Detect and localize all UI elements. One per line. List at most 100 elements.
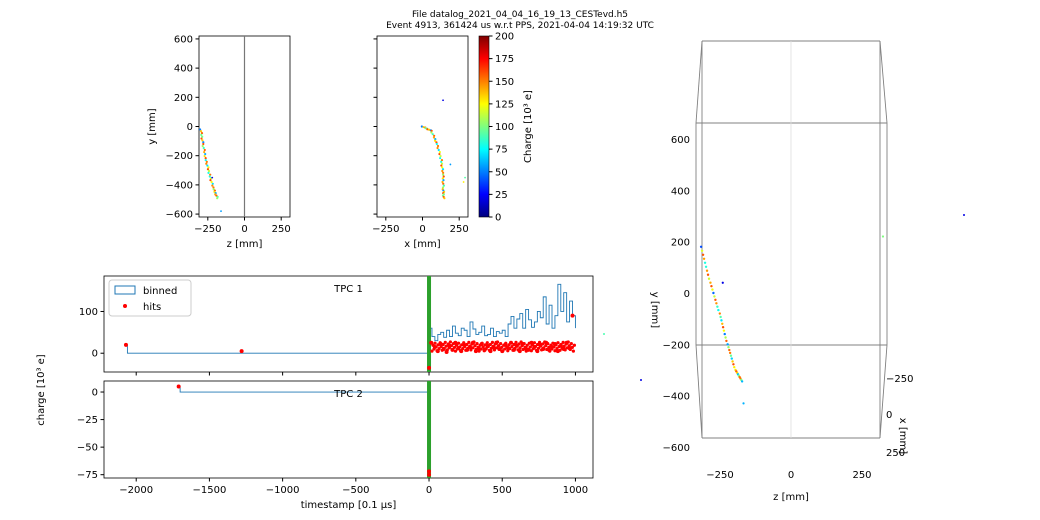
hit-marker — [455, 347, 460, 351]
hit-point — [449, 163, 452, 166]
hit-marker — [432, 347, 436, 351]
hit-marker — [549, 343, 553, 347]
hit-point — [433, 134, 436, 137]
hit-marker — [555, 347, 559, 351]
hit-marker — [566, 340, 570, 344]
hit-point — [721, 281, 724, 284]
hit-marker — [552, 345, 556, 349]
x-tick-label: −2000 — [119, 485, 153, 496]
hit-point — [441, 180, 444, 184]
colorbar-tick-label: 75 — [495, 145, 508, 156]
hit-point — [203, 148, 206, 152]
y-tick-label: 100 — [79, 307, 98, 318]
hit-point — [712, 291, 715, 295]
hit-point — [209, 179, 212, 182]
hit-point — [710, 284, 713, 288]
hit-marker — [497, 347, 502, 352]
hit-marker — [442, 346, 446, 350]
legend-label-hits: hits — [143, 302, 161, 313]
hit-marker — [454, 343, 459, 347]
hit-point — [435, 141, 438, 144]
hit-marker — [469, 348, 473, 352]
hit-point — [205, 160, 208, 163]
hit-marker — [478, 343, 482, 347]
hit-marker — [487, 348, 491, 352]
hit-point — [209, 173, 212, 176]
hit-marker — [438, 341, 442, 345]
hit-point — [716, 305, 719, 308]
hit-marker — [482, 349, 486, 353]
hit-marker — [557, 344, 561, 349]
colorbar-tick-label: 150 — [495, 77, 514, 88]
hit-marker — [572, 343, 577, 347]
x-tick-label: −250 — [194, 224, 221, 235]
x-tick-label: −250 — [372, 224, 399, 235]
hit-marker — [473, 344, 477, 348]
hit-point — [711, 288, 714, 291]
binned-series — [124, 283, 576, 354]
hit-point — [436, 146, 439, 150]
hit-point — [434, 137, 437, 141]
hit-marker — [494, 346, 499, 350]
hit-point — [733, 365, 736, 369]
y-tick-label: 200 — [671, 238, 690, 249]
hit-point — [212, 186, 215, 189]
z-tick-label: 0 — [886, 410, 892, 421]
x-tick-label: −1500 — [192, 485, 226, 496]
hit-marker — [239, 349, 244, 354]
hit-marker — [543, 340, 547, 344]
x-tick-label: 0 — [241, 224, 247, 235]
hit-marker — [534, 348, 539, 352]
hit-marker — [461, 347, 465, 351]
hit-marker — [466, 346, 470, 350]
hit-marker — [476, 345, 480, 349]
x-tick-label: 0 — [419, 224, 425, 235]
hit-marker — [517, 342, 521, 346]
hit-marker — [514, 340, 518, 344]
hit-marker — [564, 342, 568, 346]
hit-marker — [488, 342, 492, 347]
hit-point — [699, 245, 703, 248]
hit-marker — [507, 343, 511, 347]
hit-point — [702, 257, 706, 260]
hit-marker — [496, 344, 501, 348]
colorbar-tick-label: 50 — [495, 167, 508, 178]
hit-marker — [447, 346, 451, 350]
hit-point — [704, 265, 708, 268]
hit-point — [440, 162, 444, 165]
hit-point — [435, 142, 438, 146]
hit-marker — [568, 347, 572, 352]
hit-point — [430, 129, 433, 132]
hit-marker — [569, 342, 573, 346]
hit-point — [701, 253, 705, 256]
hit-marker — [535, 342, 540, 347]
hit-marker — [502, 343, 506, 347]
hit-marker — [452, 345, 457, 349]
hit-marker — [464, 348, 468, 352]
xy-projection-plot: −250 0 250 x [mm] — [372, 35, 469, 250]
hit-point — [206, 168, 210, 171]
hit-point — [204, 152, 207, 156]
hit-point — [201, 139, 204, 142]
hit-marker — [491, 344, 496, 348]
hit-marker — [500, 345, 504, 349]
legend-box — [108, 279, 192, 317]
hit-point — [202, 142, 205, 146]
x-tick-label: 250 — [450, 224, 469, 235]
hit-marker — [467, 340, 471, 344]
hit-marker — [509, 341, 513, 345]
hit-marker — [532, 341, 537, 345]
hit-point — [426, 128, 429, 131]
hit-marker — [520, 344, 524, 348]
hit-point — [432, 136, 436, 139]
x-axis-label: z [mm] — [227, 239, 263, 250]
hit-marker — [441, 342, 445, 347]
hit-point — [881, 235, 885, 238]
hit-marker — [525, 343, 529, 347]
hit-marker — [547, 345, 551, 349]
hit-marker — [536, 346, 541, 350]
hit-marker — [571, 349, 575, 353]
hit-marker — [463, 344, 467, 349]
hit-point — [207, 169, 211, 173]
hit-point — [720, 319, 723, 322]
